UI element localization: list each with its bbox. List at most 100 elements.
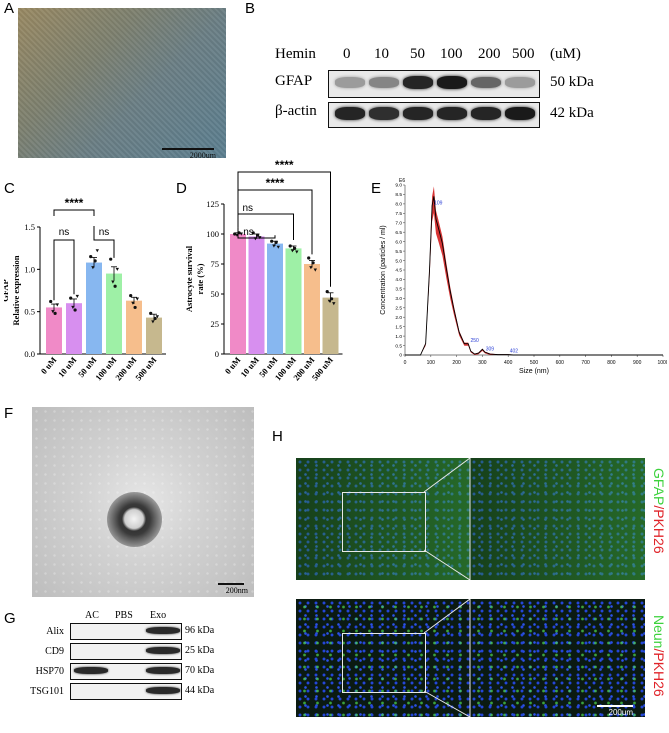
data-point: [270, 239, 274, 243]
significance-bracket: [237, 227, 276, 239]
x-tick-label: 900: [633, 360, 642, 366]
blot-band: [369, 107, 399, 120]
blot-band: [437, 107, 467, 120]
data-point: [133, 305, 137, 310]
y-tick-label: 3.0: [395, 296, 402, 302]
data-point: [115, 267, 119, 271]
data-point: [71, 305, 75, 310]
x-tick-label: 300: [478, 360, 487, 366]
blot-strip: [70, 663, 182, 680]
bar: [322, 297, 339, 354]
y-tick-label: 6.5: [395, 230, 402, 236]
y-axis-label: Astrocyte survivalrate (%): [184, 245, 205, 312]
panel-label-d: D: [176, 180, 187, 197]
blot-band: [369, 77, 399, 88]
data-point: [73, 308, 77, 312]
bar: [126, 300, 142, 354]
y-tick-label: 0: [399, 353, 402, 359]
data-point: [295, 250, 299, 254]
zoom-connector-lines: [423, 599, 471, 717]
y-tick-label: 9.0: [395, 183, 402, 189]
data-point: [332, 302, 336, 306]
y-tick-label: 0.5: [395, 343, 402, 349]
data-point: [327, 299, 332, 303]
scale-bar: [218, 583, 244, 585]
panel-label-f: F: [4, 405, 14, 422]
scale-bar-label: 2000um: [189, 151, 216, 160]
y-tick-label: 5.0: [395, 258, 402, 264]
bar: [146, 317, 162, 354]
data-point: [131, 301, 135, 305]
hemin-label: Hemin: [275, 46, 316, 62]
bar: [267, 243, 283, 354]
concentration-label: 0: [343, 46, 351, 62]
significance-label: ns: [243, 227, 254, 238]
significance-bracket: [237, 189, 313, 255]
x-tick-label: 700: [581, 360, 590, 366]
bar: [106, 273, 122, 354]
y-axis-label-line: Relative expression: [11, 255, 21, 325]
gfap-kda: 50 kDa: [550, 74, 594, 90]
y-tick-label: 50: [211, 289, 220, 299]
panel-label-h: H: [272, 428, 283, 445]
significance-label: ****: [65, 196, 84, 210]
data-point: [153, 316, 157, 321]
zoom-box: [342, 492, 426, 552]
bar: [86, 262, 102, 354]
data-point: [325, 290, 329, 294]
data-point: [51, 310, 55, 314]
y-axis-label-line: GFAP: [4, 279, 10, 302]
y-tick-label: 0: [215, 349, 219, 359]
data-point: [330, 297, 334, 301]
gfap-pkh26-label: GFAP/PKH26: [650, 468, 668, 578]
neun-zoom-image: 200um: [470, 599, 645, 717]
data-point: [135, 297, 139, 301]
blot-row-label: CD9: [45, 646, 64, 657]
astrocyte-micrograph: 2000um: [18, 8, 226, 160]
concentration-label: 50: [410, 46, 425, 62]
gfap-zoom-image: [470, 458, 645, 580]
scale-bar-label: 200nm: [225, 586, 248, 595]
actin-blot-strip: [328, 102, 540, 128]
x-tick-label: 100: [427, 360, 436, 366]
x-tick-label: 200: [452, 360, 461, 366]
data-point: [276, 245, 280, 249]
blot-row-label-actin: β-actin: [275, 103, 317, 119]
y-tick-label: 1.0: [24, 264, 35, 274]
concentration-label: 200: [478, 46, 501, 62]
y-tick-label: 6.0: [395, 239, 402, 245]
data-point: [111, 280, 115, 284]
blot-band: [146, 627, 180, 634]
panel-label-g: G: [4, 610, 16, 627]
blot-band: [146, 647, 180, 654]
blot-kda-label: 70 kDa: [185, 665, 215, 676]
y-tick-label: 100: [206, 229, 219, 239]
bar: [230, 234, 246, 354]
blot-row-label: TSG101: [30, 686, 64, 697]
y-axis-label: GFAPRelative expression: [4, 255, 21, 325]
data-point: [313, 268, 317, 272]
scale-bar: [597, 705, 633, 707]
y-tick-label: 75: [211, 259, 220, 269]
y-tick-label: 2.0: [395, 315, 402, 321]
scale-bar: [162, 148, 214, 150]
significance-label: ns: [242, 203, 253, 214]
data-point: [109, 257, 113, 261]
data-point: [129, 293, 133, 298]
y-tick-label: 1.0: [395, 334, 402, 340]
x-tick-label: 800: [607, 360, 616, 366]
bar: [66, 303, 82, 354]
y-tick-label: 0.5: [24, 307, 35, 317]
blot-kda-label: 44 kDa: [185, 685, 215, 696]
peak-label: 109: [434, 200, 443, 206]
significance-bracket: [53, 239, 75, 301]
blot-band: [403, 107, 433, 120]
gfap-overview-image: [296, 458, 470, 580]
data-point: [293, 246, 297, 250]
blot-band: [403, 76, 433, 89]
peak-label: 402: [510, 349, 519, 355]
significance-bracket: [53, 209, 95, 216]
blot-band: [335, 107, 365, 120]
